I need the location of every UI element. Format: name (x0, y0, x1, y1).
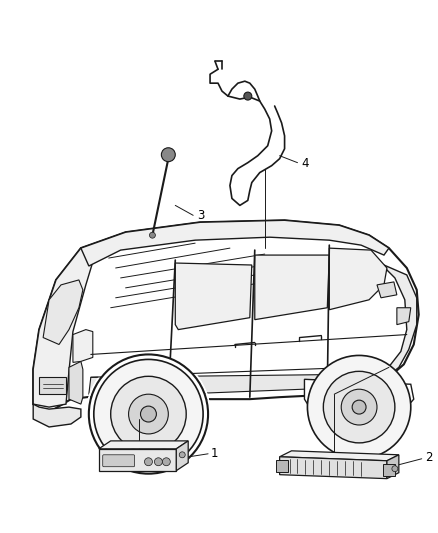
Polygon shape (33, 404, 81, 427)
Polygon shape (175, 263, 252, 329)
Polygon shape (329, 248, 387, 310)
Circle shape (161, 148, 175, 161)
Circle shape (352, 400, 366, 414)
Circle shape (392, 466, 398, 472)
Polygon shape (43, 280, 83, 344)
Text: 4: 4 (301, 157, 309, 170)
Text: 3: 3 (197, 209, 205, 222)
Polygon shape (304, 379, 414, 407)
FancyBboxPatch shape (103, 455, 134, 467)
Circle shape (244, 92, 252, 100)
Polygon shape (99, 449, 176, 471)
Circle shape (129, 394, 168, 434)
Circle shape (162, 458, 170, 466)
Polygon shape (279, 457, 387, 479)
Polygon shape (383, 464, 395, 475)
Polygon shape (81, 220, 389, 266)
Polygon shape (276, 460, 288, 472)
Polygon shape (33, 248, 96, 407)
Polygon shape (73, 329, 93, 362)
Circle shape (141, 406, 156, 422)
Polygon shape (397, 308, 411, 325)
Circle shape (155, 458, 162, 466)
Polygon shape (39, 377, 66, 394)
Circle shape (323, 372, 395, 443)
Polygon shape (377, 282, 397, 298)
Circle shape (149, 232, 155, 238)
Text: 2: 2 (425, 451, 432, 464)
Polygon shape (369, 265, 417, 384)
Polygon shape (69, 361, 83, 404)
Polygon shape (387, 455, 399, 479)
Polygon shape (99, 441, 188, 449)
Circle shape (341, 389, 377, 425)
Polygon shape (255, 255, 329, 320)
Circle shape (94, 359, 203, 469)
Circle shape (179, 452, 185, 458)
Polygon shape (33, 220, 419, 419)
Wedge shape (87, 352, 210, 414)
Text: 1: 1 (211, 447, 219, 461)
Circle shape (145, 458, 152, 466)
Polygon shape (176, 441, 188, 471)
Circle shape (111, 376, 186, 452)
Circle shape (89, 354, 208, 474)
Circle shape (307, 356, 411, 459)
Polygon shape (89, 374, 359, 397)
Polygon shape (279, 451, 399, 461)
